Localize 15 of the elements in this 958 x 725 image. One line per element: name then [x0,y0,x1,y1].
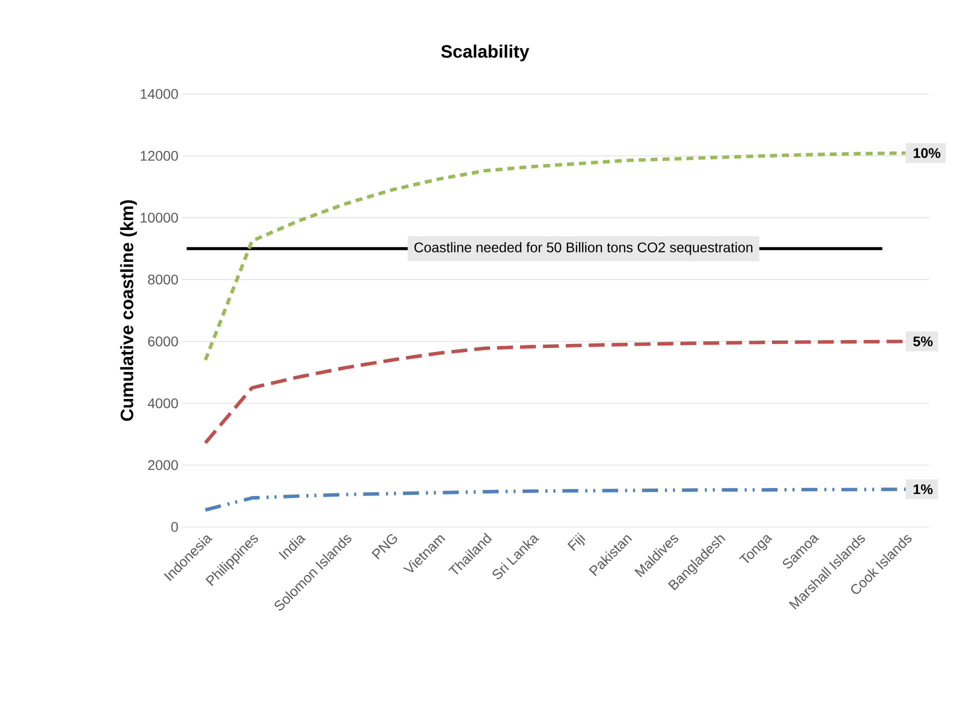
y-tick-label: 14000 [140,89,178,99]
series-label: 1% [914,484,933,494]
y-tick-label: 0 [171,522,178,532]
y-tick-label: 6000 [148,336,178,346]
y-tick-label: 2000 [148,460,178,470]
series-label: 5% [913,336,933,346]
y-tick-label: 10000 [140,212,178,223]
y-tick-label: 4000 [148,398,178,408]
y-tick-label: 12000 [140,150,178,161]
y-tick-label: 8000 [148,274,178,284]
ref-line-label: Coastline needed for 50 Billion tons CO2 sequestration [414,242,752,256]
series-label: 10% [914,148,940,158]
x-tick-label: Fiji [567,532,586,551]
chart-title: Scalability [441,44,530,62]
y-axis-title: Cumulative coastline (km) [120,200,137,421]
